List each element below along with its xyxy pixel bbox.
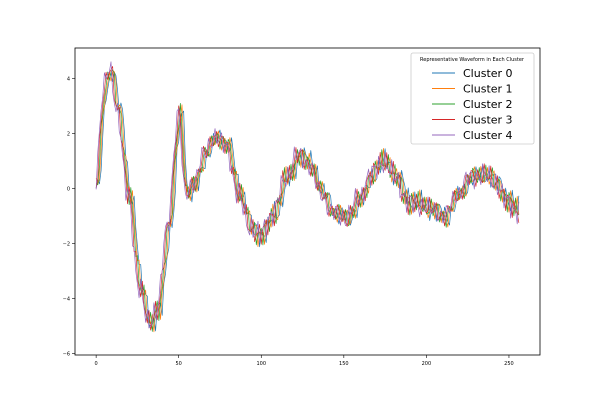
legend-label: Cluster 1 <box>463 83 513 96</box>
legend-box <box>410 52 535 145</box>
y-tick-label: −2 <box>63 241 70 247</box>
series-line-cluster-1 <box>95 71 520 333</box>
x-tick-label: 0 <box>95 361 98 367</box>
y-tick-label: 2 <box>67 131 70 137</box>
legend-label: Cluster 2 <box>463 98 513 111</box>
legend: Representative Waveform in Each Cluster … <box>410 52 535 145</box>
x-tick-label: 250 <box>504 361 514 367</box>
x-tick-label: 100 <box>256 361 266 367</box>
axes-layer: 0 50 100 150 200 250 −6 −4 −2 0 2 4 <box>63 76 514 367</box>
series-line-cluster-2 <box>95 69 520 332</box>
x-tick-label: 150 <box>339 361 349 367</box>
plot-frame <box>74 47 541 356</box>
y-tick-label: −4 <box>63 297 70 303</box>
legend-label: Cluster 4 <box>463 129 513 142</box>
y-tick-label: 4 <box>67 76 70 82</box>
legend-label: Cluster 3 <box>463 114 513 127</box>
legend-entries: Cluster 0 Cluster 1 Cluster 2 Cluster 3 Clus… <box>432 67 513 142</box>
legend-label: Cluster 0 <box>463 67 513 80</box>
legend-title: Representative Waveform in Each Cluster <box>420 57 525 63</box>
x-tick-label: 200 <box>422 361 432 367</box>
series-line-cluster-4 <box>95 61 520 329</box>
series-line-cluster-3 <box>95 66 520 331</box>
y-tick-label: 0 <box>67 186 70 192</box>
x-tick-label: 50 <box>176 361 182 367</box>
y-tick-label: −6 <box>63 352 70 358</box>
series-layer <box>95 61 520 333</box>
